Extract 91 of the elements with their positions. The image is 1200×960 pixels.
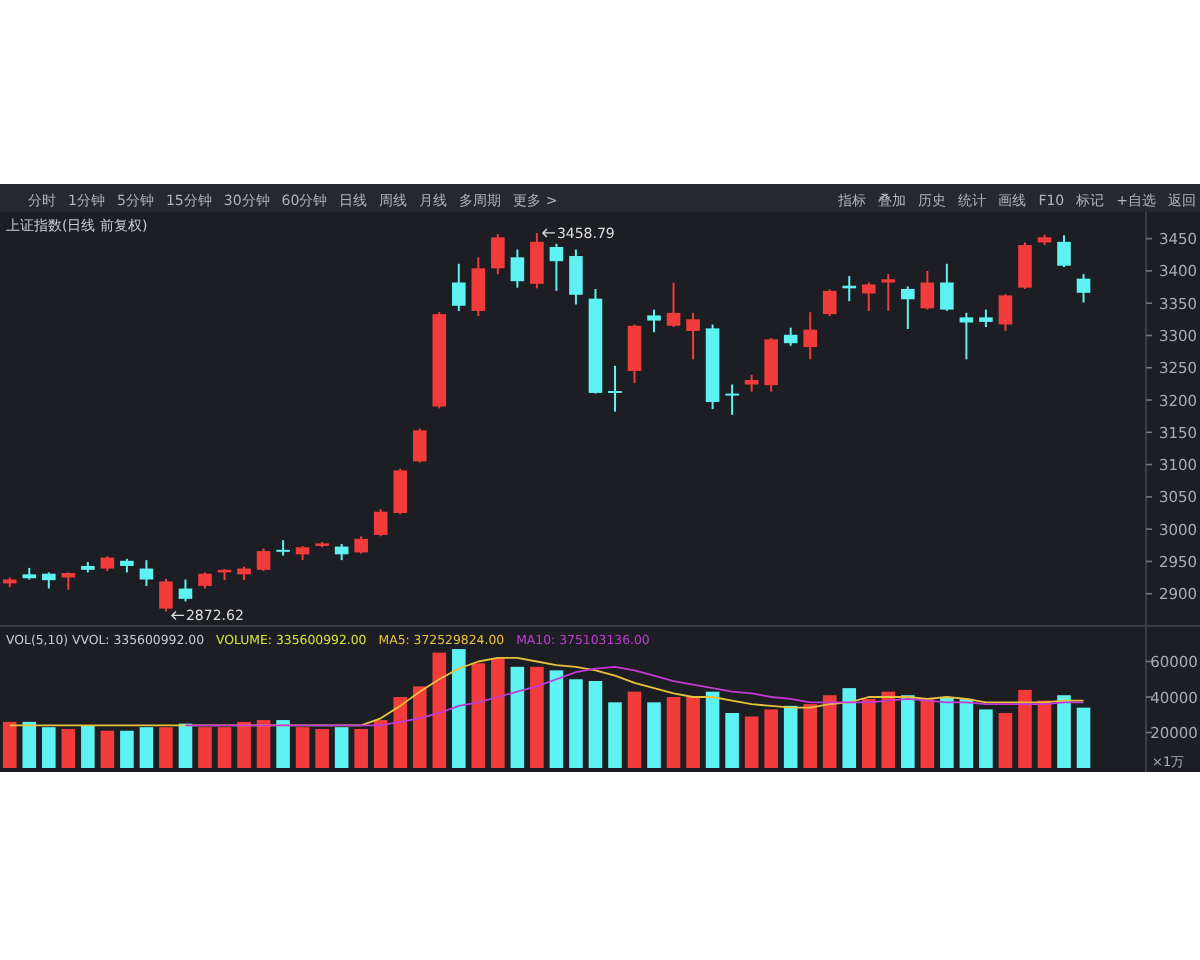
candlestick	[139, 559, 154, 587]
bar	[2, 721, 17, 768]
bar	[588, 681, 603, 768]
candlestick	[881, 273, 896, 312]
bar	[159, 727, 173, 768]
candlestick	[451, 262, 466, 312]
bar	[959, 698, 974, 768]
bar	[998, 712, 1013, 768]
candlestick	[276, 539, 290, 557]
candlestick	[373, 508, 388, 538]
bar	[354, 728, 368, 768]
bar	[764, 709, 778, 768]
candlestick	[471, 256, 486, 318]
candlestick	[569, 248, 583, 306]
bar	[647, 702, 661, 768]
bar	[920, 698, 935, 768]
bar	[979, 709, 993, 768]
candlestick	[764, 337, 778, 393]
bar	[608, 702, 622, 768]
bar	[842, 688, 857, 768]
bar	[412, 686, 427, 768]
candlestick	[491, 233, 505, 276]
candlestick	[393, 467, 408, 516]
bar	[334, 727, 349, 768]
bar	[1076, 707, 1091, 768]
line-series	[184, 665, 1085, 727]
bar	[510, 666, 525, 768]
bar	[705, 691, 720, 768]
bar	[627, 691, 642, 768]
candlestick	[549, 242, 564, 292]
bar	[1018, 689, 1032, 768]
candlestick	[1018, 241, 1032, 290]
candlestick	[627, 323, 642, 385]
candlestick	[666, 281, 681, 329]
bar	[100, 730, 115, 768]
candlestick	[725, 383, 739, 416]
bar	[139, 727, 154, 768]
bar	[373, 720, 388, 768]
bar	[42, 727, 56, 768]
bar	[940, 697, 954, 768]
bar	[451, 649, 466, 768]
candlestick	[686, 311, 700, 361]
candlestick	[959, 311, 974, 361]
bar	[1057, 695, 1071, 768]
candlestick	[647, 308, 661, 334]
bar	[315, 728, 329, 768]
bar	[471, 663, 486, 768]
bar	[256, 720, 271, 768]
candlestick	[940, 262, 954, 312]
candlestick	[861, 281, 876, 312]
bar	[549, 670, 564, 768]
candlestick	[920, 269, 935, 311]
bar	[569, 679, 583, 768]
candlestick	[822, 288, 837, 318]
candlestick	[159, 577, 173, 613]
bar	[686, 697, 700, 768]
bar	[901, 695, 915, 768]
bar	[237, 721, 251, 768]
bar	[178, 723, 193, 768]
bar	[276, 720, 290, 768]
bar	[432, 652, 447, 768]
bar	[61, 728, 76, 768]
bar	[393, 697, 408, 768]
bar	[198, 727, 212, 768]
bar	[491, 657, 505, 768]
candlestick	[412, 427, 427, 464]
bar	[81, 725, 95, 768]
bar	[666, 697, 681, 768]
bar	[725, 712, 739, 768]
candlestick	[803, 311, 817, 361]
bar	[783, 705, 798, 768]
candlestick	[530, 231, 544, 290]
candlestick	[998, 293, 1013, 332]
candlestick	[178, 578, 193, 603]
candlestick	[901, 285, 915, 330]
candlestick	[1057, 234, 1071, 269]
bar	[803, 704, 817, 768]
candlestick	[510, 248, 525, 289]
bar	[295, 727, 310, 768]
bar	[744, 716, 759, 768]
candlestick	[256, 547, 271, 573]
candlestick	[608, 364, 622, 413]
bar	[881, 691, 896, 768]
bar	[22, 721, 37, 768]
candlestick	[783, 326, 798, 347]
bar	[861, 698, 876, 768]
bar	[120, 730, 134, 768]
bar	[217, 727, 232, 768]
candlestick	[1076, 273, 1091, 304]
bar	[530, 666, 544, 768]
bar	[822, 695, 837, 768]
